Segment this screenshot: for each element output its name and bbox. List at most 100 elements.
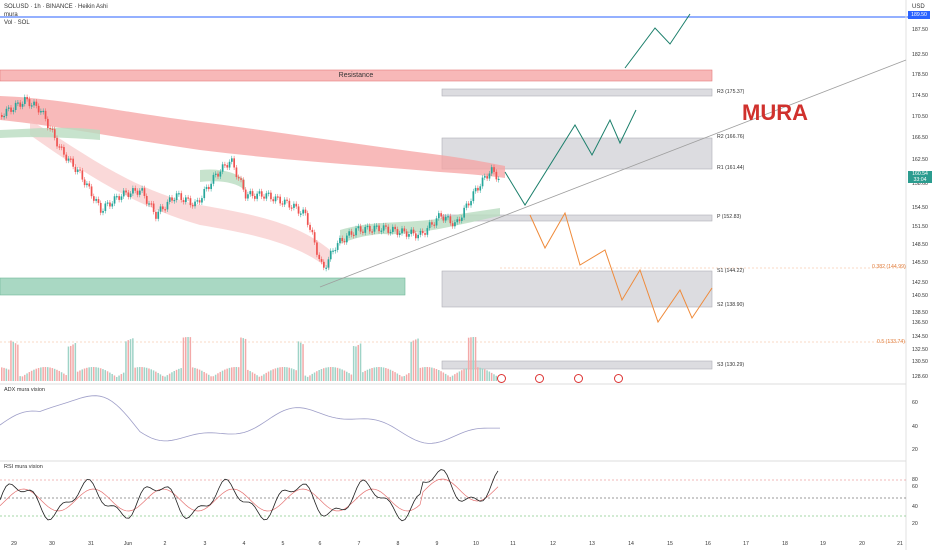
volume-bar [233,367,235,381]
volume-bar [325,367,327,381]
candle-body [231,158,233,162]
volume-bar [226,368,228,381]
forecast-bear-path[interactable] [529,211,713,324]
volume-bar [102,369,104,381]
volume-bar [263,374,265,381]
candle-body [387,226,390,233]
candle-body [428,222,431,229]
pivot-r2-label: R2 (166.76) [717,134,745,140]
volume-bar [56,369,58,381]
candle-body [249,191,252,195]
volume-bar [493,374,495,381]
candle-body [120,196,123,200]
candle-body [488,173,491,179]
adx-axis-40: 40 [912,424,918,430]
volume-bar [341,369,343,381]
candle-body [440,213,442,217]
volume-bar [481,368,484,381]
adx-pane-title[interactable]: ADX mura vision [4,387,45,393]
volume-bar [458,371,461,381]
pivot-zone-r3[interactable] [441,88,713,97]
candle-body [479,186,482,191]
candle-body [272,199,275,202]
candle-body [465,203,468,208]
price-axis-label: 154.50 [912,205,928,211]
volume-bar [329,367,332,381]
candle-body [486,176,488,179]
volume-bar [81,369,83,381]
volume-bar [93,367,95,381]
volume-bar [348,373,350,381]
volume-bar [205,373,208,381]
resistance-zone[interactable] [0,69,713,82]
symbol-title[interactable]: SOLUSD · 1h · BINANCE · Heikin Ashi [4,4,108,10]
volume-bar [97,367,100,381]
indicator-volume-label[interactable]: Vol · SOL [4,20,30,26]
volume-bar [88,367,90,381]
volume-bar [251,372,254,381]
support-zone[interactable] [0,277,406,296]
pivot-zone-s3[interactable] [441,360,713,370]
ema-ribbon-green-1 [0,127,100,140]
date-axis-label: 11 [510,541,516,547]
volume-bar [83,368,86,381]
volume-bar [47,367,49,381]
candle-body [90,186,93,197]
pivot-zone-s1-s2[interactable] [441,270,713,308]
candle-body [442,216,445,221]
candle-body [378,225,380,232]
volume-bar [428,367,431,381]
volume-bar [120,374,123,381]
candle-body [472,191,475,202]
pivot-zone-p[interactable] [441,214,713,222]
candle-body [382,225,385,231]
volume-bar [162,375,164,381]
event-flag-icon[interactable] [614,374,623,383]
forecast-upper-path[interactable] [624,13,691,69]
date-axis-label: 9 [435,541,439,547]
candle-body [21,103,24,107]
candle-body [187,197,189,199]
currency-label[interactable]: USD [912,4,925,10]
candle-body [254,196,256,199]
candle-body [396,229,399,235]
forecast-bull-path[interactable] [504,109,637,206]
candle-body [419,230,422,235]
pivot-p-label: P (152.83) [717,214,742,220]
volume-bar [385,368,387,381]
candle-body [293,203,295,208]
candle-body [481,177,484,187]
event-flag-icon[interactable] [497,374,506,383]
rsi-pane-title[interactable]: RSI mura vision [4,464,43,470]
volume-bar [86,367,88,381]
candle-body [141,188,143,191]
volume-bar [486,370,488,381]
event-flag-icon[interactable] [535,374,544,383]
volume-bar [355,346,357,381]
trendline[interactable] [319,59,907,288]
candle-body [226,165,229,168]
volume-bar [10,340,12,381]
candle-body [313,232,316,243]
event-flag-icon[interactable] [574,374,583,383]
volume-bar [346,371,348,381]
volume-bar [228,367,231,381]
candle-body [129,193,132,197]
volume-bar [433,368,435,381]
candle-body [474,187,477,192]
candle-body [194,201,196,207]
volume-bar [290,368,293,381]
candle-body [171,197,173,201]
indicator-mura-label[interactable]: mura [4,12,18,18]
volume-bar [444,373,447,381]
current-price-tag: 160.54 33:04 [908,171,932,183]
volume-bar [256,375,258,381]
volume-bar [451,375,454,381]
date-axis-label: 10 [473,541,479,547]
volume-bar [63,373,65,381]
candle-body [484,176,486,178]
volume-bar [44,367,47,381]
volume-bar [313,372,316,381]
volume-bar [309,375,311,381]
